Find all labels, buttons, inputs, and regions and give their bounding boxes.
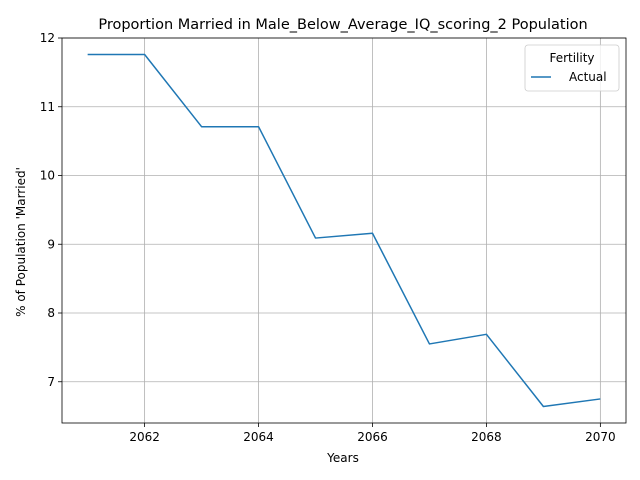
- legend-box: [524, 44, 620, 92]
- series-layer: [87, 53, 601, 408]
- y-tick-label: 10: [40, 169, 55, 183]
- y-tick-label: 7: [47, 375, 55, 389]
- y-tick-label: 9: [47, 237, 55, 251]
- legend: Fertility Actual: [524, 44, 620, 92]
- x-axis-label: Years: [326, 451, 359, 465]
- x-tick-label: 2068: [471, 430, 502, 444]
- y-tick-label: 11: [40, 100, 55, 114]
- series-line-actual: [87, 53, 601, 408]
- x-tick-label: 2070: [585, 430, 616, 444]
- x-tick-label: 2064: [243, 430, 274, 444]
- chart-title: Proportion Married in Male_Below_Average…: [98, 17, 587, 33]
- plot-area-frame: [61, 37, 627, 424]
- x-tick-label: 2062: [129, 430, 160, 444]
- y-axis-label: % of Population 'Married': [14, 167, 28, 317]
- legend-title: Fertility: [549, 51, 594, 65]
- axis-ticks: 2062 2064 2066 2068 2070 7 8 9 10 11 12: [40, 31, 616, 444]
- y-tick-label: 8: [47, 306, 55, 320]
- x-tick-label: 2066: [357, 430, 388, 444]
- legend-entry-label: Actual: [569, 70, 607, 84]
- y-tick-label: 12: [40, 31, 55, 45]
- grid: [62, 37, 626, 423]
